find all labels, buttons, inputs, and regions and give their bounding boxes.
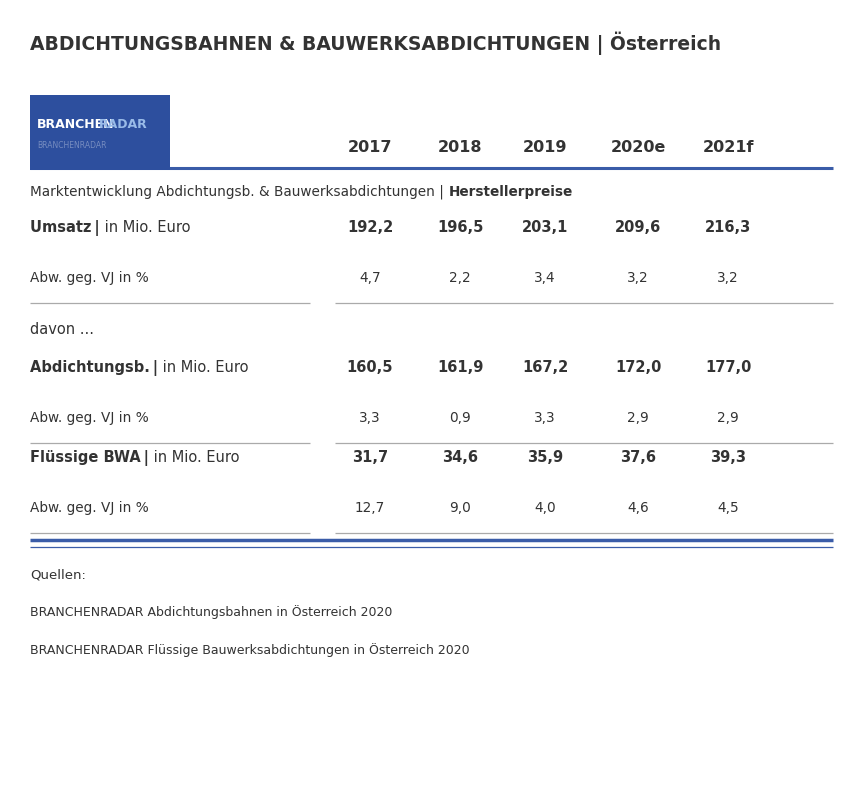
Text: in Mio. Euro: in Mio. Euro [100,220,190,235]
Text: Marktentwicklung Abdichtungsb. & Bauwerksabdichtungen |: Marktentwicklung Abdichtungsb. & Bauwerk… [30,185,448,199]
Text: 2021f: 2021f [702,141,753,156]
Text: 3,3: 3,3 [359,411,381,425]
Text: 209,6: 209,6 [614,220,661,235]
Text: 192,2: 192,2 [347,220,394,235]
Text: 161,9: 161,9 [437,360,483,375]
Text: Abw. geg. VJ in %: Abw. geg. VJ in % [30,271,148,285]
Text: 4,5: 4,5 [717,501,739,515]
Text: 2,2: 2,2 [449,271,471,285]
Text: 2017: 2017 [348,141,393,156]
Text: 4,7: 4,7 [359,271,381,285]
Text: 216,3: 216,3 [705,220,751,235]
Text: Flüssige BWA |: Flüssige BWA | [30,450,149,466]
Text: 31,7: 31,7 [352,450,388,465]
Text: davon ...: davon ... [30,322,94,337]
Text: 4,0: 4,0 [534,501,556,515]
Text: 34,6: 34,6 [442,450,478,465]
Text: 9,0: 9,0 [449,501,471,515]
Text: Abw. geg. VJ in %: Abw. geg. VJ in % [30,411,148,425]
Text: 2020e: 2020e [610,141,665,156]
Text: Umsatz |: Umsatz | [30,220,100,236]
Text: 12,7: 12,7 [355,501,385,515]
Text: 3,2: 3,2 [717,271,739,285]
Bar [30,95,170,170]
Text: 160,5: 160,5 [347,360,394,375]
Text: 37,6: 37,6 [620,450,656,465]
Text: 167,2: 167,2 [522,360,568,375]
Text: in Mio. Euro: in Mio. Euro [149,450,240,465]
Text: 4,6: 4,6 [627,501,649,515]
Text: ABDICHTUNGSBAHNEN & BAUWERKSABDICHTUNGEN | Österreich: ABDICHTUNGSBAHNEN & BAUWERKSABDICHTUNGEN… [30,32,721,55]
Text: 203,1: 203,1 [522,220,568,235]
Text: Abw. geg. VJ in %: Abw. geg. VJ in % [30,501,148,515]
Text: 172,0: 172,0 [614,360,661,375]
Text: 177,0: 177,0 [705,360,751,375]
Text: BRANCHENRADAR Abdichtungsbahnen in Österreich 2020: BRANCHENRADAR Abdichtungsbahnen in Öster… [30,605,393,619]
Text: 2,9: 2,9 [627,411,649,425]
Text: Abdichtungsb. |: Abdichtungsb. | [30,360,158,376]
Text: 3,4: 3,4 [534,271,556,285]
Text: 3,3: 3,3 [534,411,556,425]
Text: Quellen:: Quellen: [30,568,86,581]
Text: Herstellerpreise: Herstellerpreise [448,185,572,199]
Text: in Mio. Euro: in Mio. Euro [158,360,249,375]
Text: BRANCHEN: BRANCHEN [37,118,115,131]
Text: 3,2: 3,2 [627,271,649,285]
Text: RADAR: RADAR [99,118,148,131]
Text: 2018: 2018 [438,141,482,156]
Text: 39,3: 39,3 [710,450,746,465]
Text: 0,9: 0,9 [449,411,471,425]
Text: 2019: 2019 [523,141,567,156]
Text: 35,9: 35,9 [527,450,563,465]
Text: BRANCHENRADAR: BRANCHENRADAR [37,141,106,149]
Text: 2,9: 2,9 [717,411,739,425]
Text: 196,5: 196,5 [437,220,483,235]
Text: BRANCHENRADAR Flüssige Bauwerksabdichtungen in Österreich 2020: BRANCHENRADAR Flüssige Bauwerksabdichtun… [30,643,469,657]
